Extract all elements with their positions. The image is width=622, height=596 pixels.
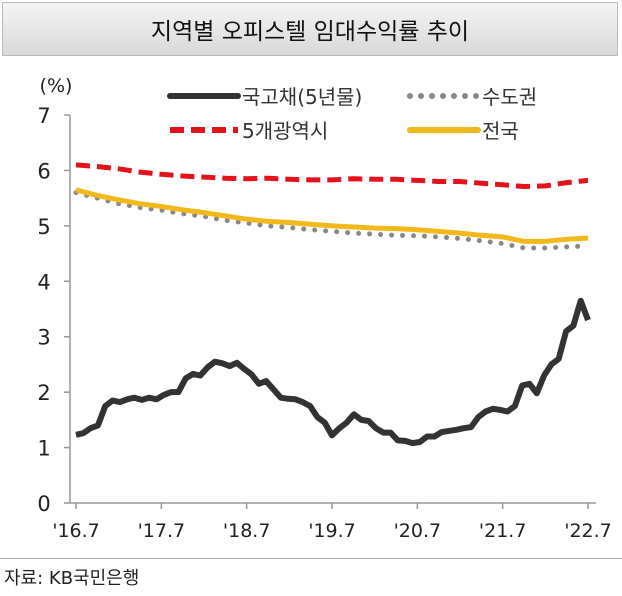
line-chart: 0 1 2 3 4 5 6 7 '16.7 '17.7 '18.7 '19.7 '20.7 '21.7 '2… xyxy=(37,75,612,542)
series-line-0 xyxy=(75,297,591,447)
y-tick-label: 5 xyxy=(37,215,50,239)
x-tick-label: '22.7 xyxy=(564,520,612,542)
legend-label-0: 국고채(5년물) xyxy=(242,85,362,109)
y-tick-label: 1 xyxy=(37,437,50,461)
legend-label-1: 수도권 xyxy=(482,85,537,109)
x-tick-label: '20.7 xyxy=(394,520,442,542)
y-tick-label: 0 xyxy=(37,492,50,516)
x-tick-label: '18.7 xyxy=(223,520,271,542)
chart-title: 지역별 오피스텔 임대수익률 추이 xyxy=(2,2,618,56)
legend-label-2: 5개광역시 xyxy=(242,119,328,143)
x-tick-label: '21.7 xyxy=(479,520,527,542)
y-tick-label: 6 xyxy=(37,159,50,183)
series-line-1 xyxy=(73,190,591,251)
series-line-3 xyxy=(75,187,589,244)
legend-label-3: 전국 xyxy=(482,119,519,143)
y-tick-label: 3 xyxy=(37,326,50,350)
x-tick-label: '19.7 xyxy=(308,520,356,542)
y-tick-label: 2 xyxy=(37,381,50,405)
divider xyxy=(0,558,622,559)
source-note: 자료: KB국민은행 xyxy=(4,568,140,589)
x-tick-label: '16.7 xyxy=(52,520,100,542)
y-axis-label: (%) xyxy=(40,75,73,97)
y-tick-label: 4 xyxy=(37,270,50,294)
x-tick-label: '17.7 xyxy=(138,520,186,542)
series-line-2 xyxy=(75,162,589,189)
y-tick-label: 7 xyxy=(37,104,50,128)
